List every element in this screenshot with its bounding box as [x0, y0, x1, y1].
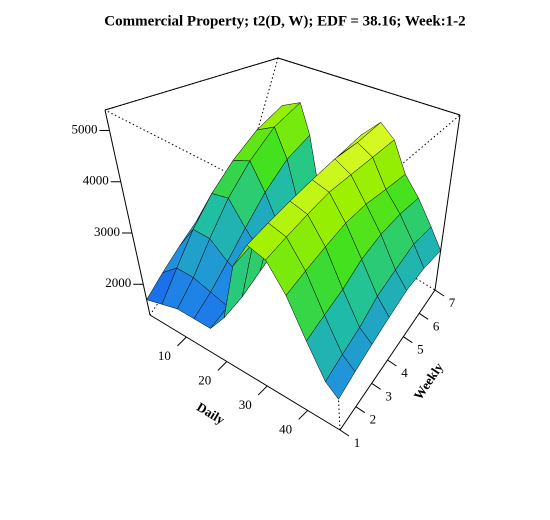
x-axis-label: Daily — [194, 399, 228, 427]
x-tick — [177, 336, 187, 347]
z-tick-label: 2000 — [105, 275, 131, 290]
y-tick — [371, 382, 381, 390]
x-tick-label: 40 — [279, 421, 292, 436]
y-tick-label: 1 — [354, 435, 361, 450]
x-tick — [257, 385, 268, 396]
x-tick-label: 20 — [198, 372, 211, 387]
x-tick-label: 10 — [158, 348, 171, 363]
box-edge — [104, 57, 279, 111]
z-tick-label: 5000 — [72, 121, 98, 136]
y-tick — [339, 429, 350, 437]
x-tick-label: 30 — [239, 397, 252, 412]
y-tick — [403, 336, 413, 344]
y-tick — [387, 359, 397, 367]
surface-facet — [325, 354, 356, 400]
z-tick-label: 3000 — [94, 224, 120, 239]
box-edge — [104, 109, 151, 316]
y-tick-label: 4 — [401, 365, 408, 380]
x-tick — [298, 410, 309, 420]
box-edge — [434, 114, 461, 291]
y-tick-label: 5 — [417, 342, 424, 357]
y-tick — [434, 289, 445, 297]
y-tick — [418, 312, 429, 320]
chart-title: Commercial Property; t2(D, W); EDF = 38.… — [104, 13, 465, 29]
y-tick-label: 2 — [370, 412, 377, 427]
x-tick — [217, 361, 228, 371]
z-tick-label: 4000 — [83, 173, 109, 188]
box-edge — [277, 57, 461, 116]
box-edge — [149, 314, 341, 431]
y-tick — [355, 406, 366, 414]
y-axis-label: Weekly — [411, 359, 447, 402]
y-tick-label: 6 — [433, 318, 440, 333]
y-tick-label: 7 — [449, 295, 456, 310]
y-tick-label: 3 — [385, 388, 392, 403]
